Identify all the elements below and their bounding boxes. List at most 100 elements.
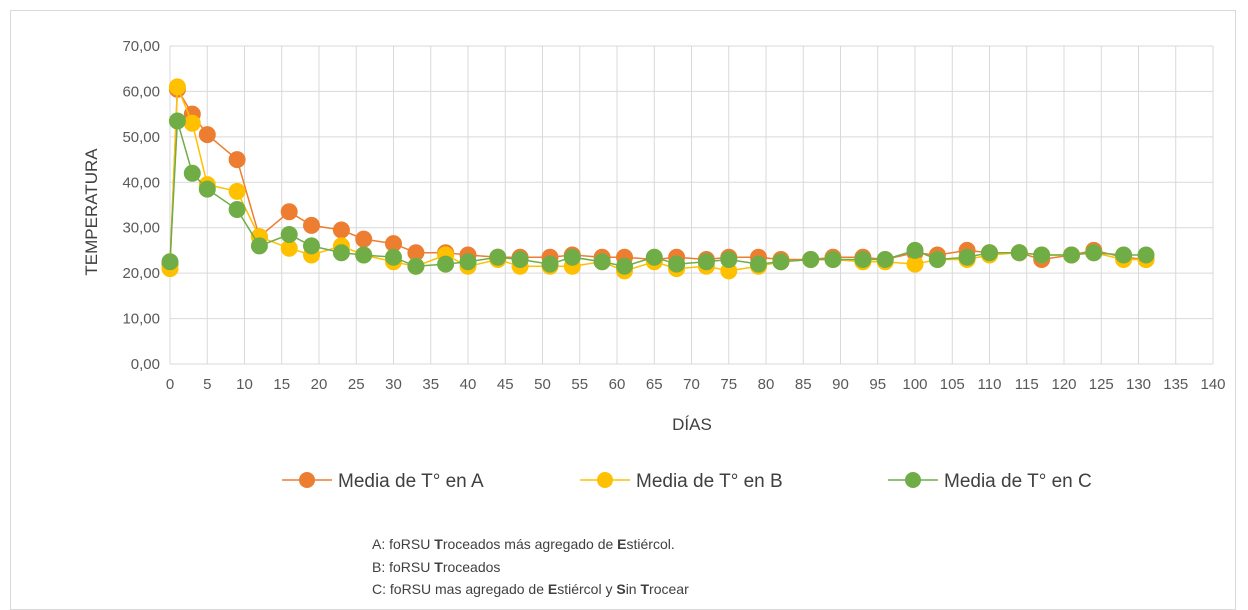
series-line	[169, 120, 1146, 268]
data-point	[802, 251, 820, 268]
data-point	[981, 244, 998, 262]
data-point	[228, 201, 246, 218]
data-point	[824, 251, 842, 268]
data-point	[511, 251, 529, 268]
data-point	[198, 180, 216, 198]
legend-label: Media de T° en C	[944, 471, 1092, 492]
x-tick-label: 55	[571, 376, 588, 393]
data-point	[563, 248, 581, 266]
legend-marker	[597, 472, 613, 488]
legend-label: Media de T° en A	[338, 471, 484, 492]
x-tick-label: 5	[203, 376, 211, 393]
data-point	[876, 251, 894, 268]
y-tick-label: 10,00	[122, 311, 160, 328]
y-tick-label: 0,00	[131, 356, 160, 373]
x-tick-label: 20	[311, 376, 328, 393]
data-point	[1137, 246, 1155, 264]
data-point	[355, 230, 373, 248]
data-point	[332, 244, 350, 262]
data-point	[928, 251, 946, 268]
data-point	[407, 257, 425, 275]
data-point	[303, 237, 320, 255]
x-tick-label: 135	[1163, 376, 1188, 393]
data-point	[161, 253, 179, 271]
data-point	[228, 182, 246, 200]
data-point	[593, 253, 611, 271]
data-point	[280, 226, 298, 243]
data-point	[459, 253, 477, 271]
data-point	[720, 251, 738, 268]
data-point	[303, 216, 320, 234]
x-tick-label: 40	[460, 376, 477, 393]
chart-frame	[10, 10, 1236, 610]
note-b: B: foRSU Troceados	[372, 558, 501, 575]
note-a: A: foRSU Troceados más agregado de Estié…	[372, 536, 675, 552]
x-tick-label: 0	[166, 376, 174, 393]
x-tick-label: 110	[978, 376, 1002, 393]
data-point	[750, 255, 767, 273]
y-tick-label: 40,00	[122, 174, 160, 191]
data-point	[697, 253, 715, 271]
legend-marker	[905, 472, 921, 488]
x-tick-label: 10	[236, 376, 253, 393]
data-point	[228, 151, 246, 169]
series-line	[169, 86, 1147, 265]
y-tick-label: 20,00	[122, 265, 160, 282]
x-tick-label: 35	[422, 376, 439, 393]
x-tick-label: 65	[646, 376, 663, 393]
data-point	[385, 248, 402, 266]
footnotes: A: foRSU Troceados más agregado de Estié…	[372, 533, 689, 601]
y-tick-label: 50,00	[122, 129, 160, 146]
data-point	[198, 126, 216, 144]
x-tick-label: 60	[609, 376, 626, 393]
data-point	[183, 114, 201, 132]
legend-label: Media de T° en B	[636, 471, 783, 492]
data-point	[1063, 246, 1080, 264]
x-axis-title: DÍAS	[672, 415, 712, 434]
legend: Media de T° en A Media de T° en B Media de…	[282, 471, 1092, 492]
x-tick-label: 120	[1051, 376, 1076, 393]
y-tick-label: 30,00	[122, 220, 160, 237]
legend-marker	[299, 472, 315, 488]
y-tick-label: 70,00	[122, 38, 160, 55]
x-tick-label: 115	[1015, 376, 1039, 393]
data-point	[168, 112, 186, 130]
x-tick-label: 50	[534, 376, 551, 393]
x-tick-label: 25	[348, 376, 365, 393]
x-tick-label: 80	[758, 376, 775, 393]
data-point	[1033, 246, 1051, 264]
data-point	[437, 255, 455, 273]
x-tick-label: 30	[385, 376, 402, 393]
series-c	[161, 112, 1155, 275]
note-c: C: foRSU mas agregado de Estiércol y Sin…	[372, 581, 689, 597]
data-point	[1115, 246, 1133, 264]
data-point	[1085, 244, 1103, 262]
x-tick-label: 45	[497, 376, 514, 393]
data-point	[250, 237, 268, 255]
data-point	[1010, 244, 1028, 262]
series-line	[169, 86, 1146, 272]
data-point	[332, 221, 350, 239]
x-tick-label: 70	[683, 376, 700, 393]
y-tick-label: 60,00	[122, 83, 160, 100]
data-point	[489, 248, 507, 266]
data-point	[183, 164, 201, 182]
data-point	[958, 248, 976, 266]
x-tick-label: 75	[720, 376, 737, 393]
data-point	[906, 241, 924, 259]
x-tick-label: 130	[1126, 376, 1151, 393]
data-point	[616, 257, 633, 275]
data-point	[280, 203, 298, 221]
data-point	[854, 251, 872, 268]
x-tick-label: 15	[273, 376, 290, 393]
data-point	[541, 255, 559, 273]
data-point	[772, 253, 790, 271]
x-tick-label: 105	[940, 376, 965, 393]
data-point	[168, 78, 186, 96]
data-point	[645, 248, 663, 266]
x-tick-label: 95	[869, 376, 886, 393]
x-tick-label: 100	[902, 376, 927, 393]
x-tick-label: 85	[795, 376, 812, 393]
x-tick-label: 90	[832, 376, 849, 393]
